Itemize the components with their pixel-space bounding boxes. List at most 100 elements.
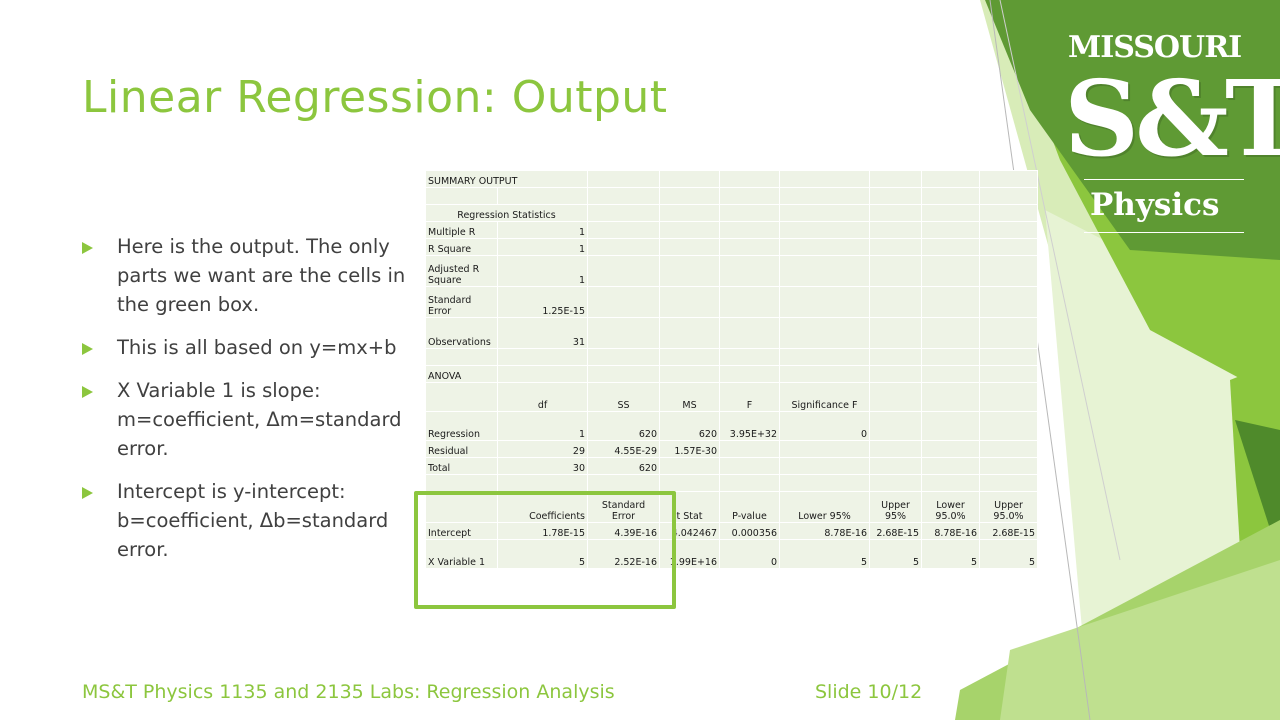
anova-header: SS [587, 382, 660, 412]
anova-cell: 3.95E+32 [719, 411, 780, 441]
coef-cell: 2.68E-15 [979, 522, 1038, 540]
coef-cell: 1.99E+16 [659, 539, 720, 569]
coef-header-row: Coefficients Standard Error t Stat P-val… [425, 491, 1038, 523]
deco-line-2 [999, 0, 1121, 561]
coef-cell: 8.78E-16 [779, 522, 870, 540]
anova-row: Regression 1 620 620 3.95E+32 0 [425, 411, 1038, 441]
anova-cell: Residual [425, 440, 498, 458]
anova-cell [779, 457, 870, 475]
logo-rule-top [1084, 179, 1244, 180]
logo-rule-bottom [1084, 232, 1244, 233]
anova-header: MS [659, 382, 720, 412]
coef-cell: X Variable 1 [425, 539, 498, 569]
sheet-row [425, 348, 1038, 366]
bullet-text: This is all based on y=mx+b [117, 336, 397, 359]
anova-cell [659, 457, 720, 475]
sheet-row: ANOVA [425, 365, 1038, 383]
deco-stripe-dark [985, 0, 1280, 260]
logo-st: S&T [1064, 57, 1280, 180]
anova-cell [719, 457, 780, 475]
coef-header: t Stat [659, 491, 720, 523]
anova-cell [719, 440, 780, 458]
stat-label: Observations [425, 317, 498, 349]
sheet-row: Regression Statistics [425, 204, 1038, 222]
anova-cell: 620 [587, 411, 660, 441]
sheet-row: Adjusted R Square 1 [425, 255, 1038, 287]
anova-cell: Total [425, 457, 498, 475]
coef-row: X Variable 1 5 2.52E-16 1.99E+16 0 5 5 5… [425, 539, 1038, 569]
bullet-text: Here is the output. The only parts we wa… [117, 235, 406, 316]
anova-cell: 620 [587, 457, 660, 475]
stat-value: 1 [497, 238, 588, 256]
deco-stripe-deep [1235, 420, 1280, 560]
bullet-item: Intercept is y-intercept: b=coefficient,… [82, 477, 422, 564]
anova-row: Total 30 620 [425, 457, 1038, 475]
anova-cell: 30 [497, 457, 588, 475]
sheet-row [425, 474, 1038, 492]
stat-value: 1.25E-15 [497, 286, 588, 318]
bullet-item: X Variable 1 is slope: m=coefficient, Δm… [82, 376, 422, 463]
regression-summary-table: SUMMARY OUTPUT Regression Statistics Mul… [425, 170, 1038, 569]
anova-header: df [497, 382, 588, 412]
anova-header-row: df SS MS F Significance F [425, 382, 1038, 412]
stat-value: 1 [497, 221, 588, 239]
logo-physics: Physics [1090, 187, 1220, 223]
anova-cell: 620 [659, 411, 720, 441]
sheet-row: Standard Error 1.25E-15 [425, 286, 1038, 318]
stat-value: 31 [497, 317, 588, 349]
deco-stripe-lower-light [1000, 560, 1280, 720]
anova-cell: 29 [497, 440, 588, 458]
anova-cell: 1.57E-30 [659, 440, 720, 458]
stat-value: 1 [497, 255, 588, 287]
sheet-row [425, 187, 1038, 205]
missouri-st-physics-logo: MISSOURI S&T Physics [1058, 24, 1280, 244]
anova-cell: Regression [425, 411, 498, 441]
stat-label: Adjusted R Square [425, 255, 498, 287]
regression-statistics-title: Regression Statistics [425, 204, 588, 222]
anova-cell [779, 440, 870, 458]
sheet-row: SUMMARY OUTPUT [425, 170, 1038, 188]
coef-cell: 5 [921, 539, 980, 569]
sheet-row: Observations 31 [425, 317, 1038, 349]
coef-cell: 0 [719, 539, 780, 569]
bullet-arrow-icon [82, 386, 93, 398]
bullet-text: X Variable 1 is slope: m=coefficient, Δm… [117, 379, 402, 460]
coef-header: P-value [719, 491, 780, 523]
slide-title: Linear Regression: Output [82, 72, 668, 123]
bullet-arrow-icon [82, 487, 93, 499]
sheet-row: R Square 1 [425, 238, 1038, 256]
coef-cell: 5 [869, 539, 922, 569]
stat-label: R Square [425, 238, 498, 256]
coef-header: Lower 95% [779, 491, 870, 523]
coef-cell: 2.52E-16 [587, 539, 660, 569]
bullet-arrow-icon [82, 343, 93, 355]
anova-header: Significance F [779, 382, 870, 412]
bullet-arrow-icon [82, 242, 93, 254]
coef-header: Upper 95% [869, 491, 922, 523]
bullet-item: This is all based on y=mx+b [82, 333, 422, 362]
bullet-list: Here is the output. The only parts we wa… [82, 232, 422, 578]
anova-cell: 1 [497, 411, 588, 441]
stat-label: Standard Error [425, 286, 498, 318]
coef-cell: 8.78E-16 [921, 522, 980, 540]
footer-slide-number: Slide 10/12 [815, 681, 923, 703]
coef-header: Upper 95.0% [979, 491, 1038, 523]
coef-header: Lower 95.0% [921, 491, 980, 523]
footer-course-title: MS&T Physics 1135 and 2135 Labs: Regress… [82, 681, 615, 703]
summary-output-title: SUMMARY OUTPUT [425, 170, 588, 188]
deco-line [989, 0, 1091, 720]
anova-row: Residual 29 4.55E-29 1.57E-30 [425, 440, 1038, 458]
anova-header: F [719, 382, 780, 412]
coef-cell: 0.000356 [719, 522, 780, 540]
anova-title: ANOVA [425, 365, 498, 383]
sheet-row: Multiple R 1 [425, 221, 1038, 239]
anova-header [425, 382, 498, 412]
highlight-green-box [414, 491, 676, 609]
coef-cell: 5 [779, 539, 870, 569]
anova-cell: 4.55E-29 [587, 440, 660, 458]
bullet-text: Intercept is y-intercept: b=coefficient,… [117, 480, 389, 561]
coef-cell: 5 [979, 539, 1038, 569]
anova-cell: 0 [779, 411, 870, 441]
coef-cell: 2.68E-15 [869, 522, 922, 540]
